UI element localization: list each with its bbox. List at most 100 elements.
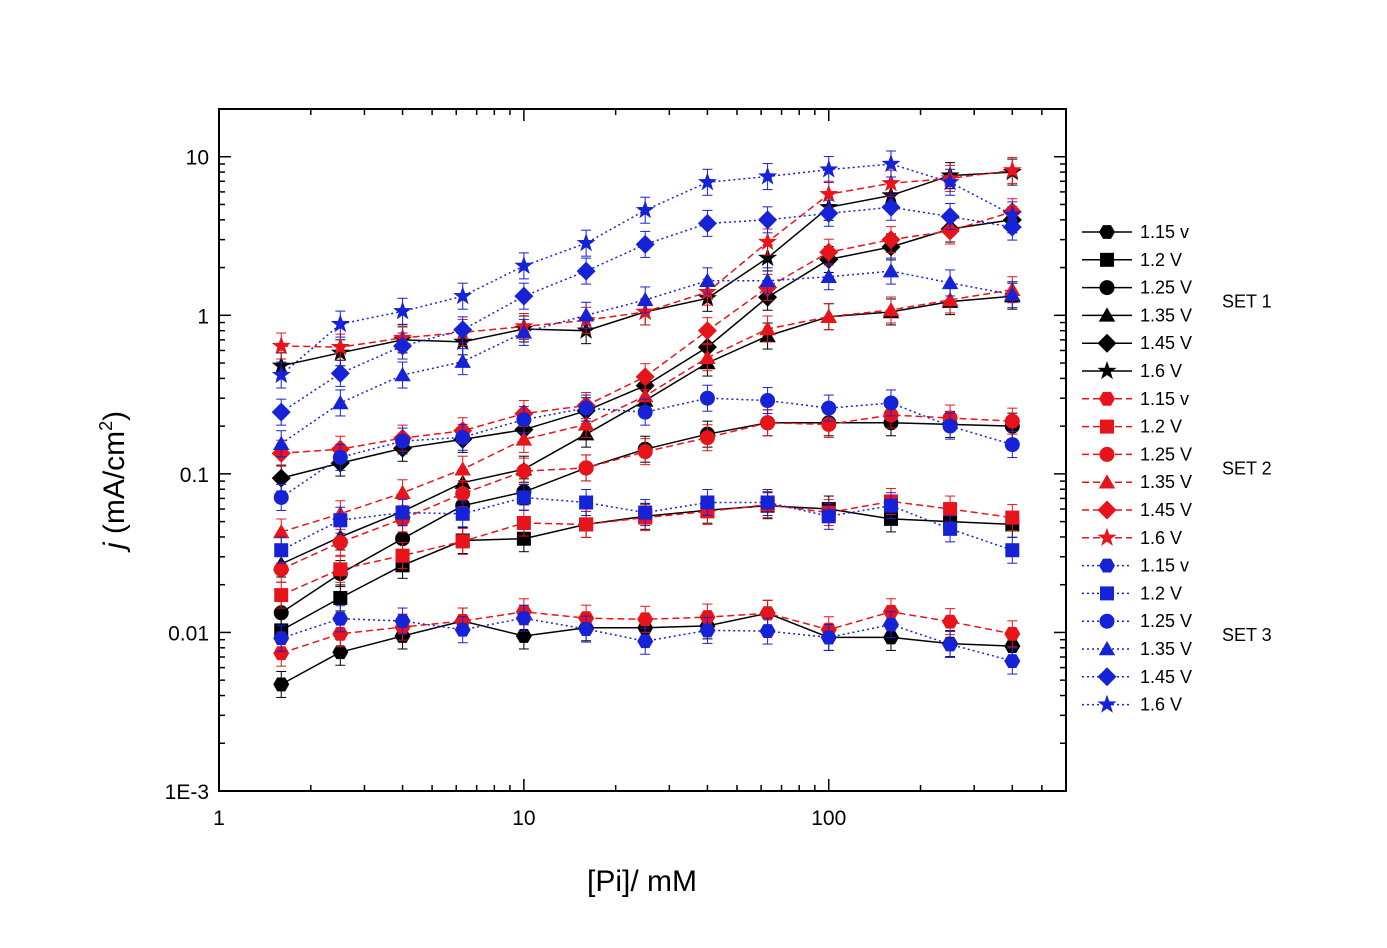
data-point <box>271 402 291 422</box>
y-tick-label: 1 <box>197 305 209 328</box>
data-point <box>516 463 532 479</box>
data-point <box>514 255 534 274</box>
data-point <box>273 646 290 661</box>
legend-label: 1.35 V <box>1140 472 1192 492</box>
legend-label: 1.25 V <box>1140 444 1192 464</box>
data-point <box>516 531 531 546</box>
data-point <box>577 416 595 431</box>
legend-marker <box>1098 641 1116 656</box>
data-point <box>333 513 348 528</box>
legend-marker <box>1100 252 1114 267</box>
y-tick-label: 1E-3 <box>165 781 209 804</box>
data-point <box>942 418 958 434</box>
data-point <box>759 272 776 288</box>
data-point <box>943 521 958 536</box>
data-point <box>1004 286 1021 301</box>
legend-label: 1.2 V <box>1140 583 1182 603</box>
x-axis-title: [Pi]/ mM <box>587 865 697 898</box>
data-point <box>576 261 596 281</box>
x-tick-label: 100 <box>811 807 846 830</box>
data-point <box>1004 654 1021 668</box>
data-point <box>700 495 715 510</box>
data-point <box>635 234 655 254</box>
data-point <box>395 433 411 449</box>
y-tick-label: 10 <box>186 147 209 170</box>
data-point <box>579 517 594 532</box>
data-point <box>515 431 533 446</box>
data-point <box>881 173 901 192</box>
data-point <box>514 286 534 306</box>
data-point <box>453 320 473 340</box>
data-point <box>819 203 839 223</box>
data-point <box>1004 413 1020 429</box>
data-point <box>454 622 471 637</box>
legend-marker <box>1099 558 1115 573</box>
legend-label: 1.35 V <box>1140 639 1192 659</box>
data-point <box>455 486 471 502</box>
data-point <box>940 206 960 226</box>
legend-label: 1.2 V <box>1140 250 1182 270</box>
data-point <box>881 197 901 217</box>
data-point <box>273 489 289 505</box>
data-point <box>273 631 290 646</box>
data-point <box>881 153 901 173</box>
data-layer <box>271 150 1022 698</box>
legend-marker <box>1099 613 1115 629</box>
data-point <box>273 523 290 539</box>
legend-label: 1.15 v <box>1140 222 1189 242</box>
legend-marker <box>1099 280 1115 296</box>
data-point <box>820 308 837 323</box>
data-point <box>819 184 839 203</box>
data-point <box>332 394 349 410</box>
x-tick-label: 10 <box>512 807 535 830</box>
data-point <box>394 367 411 382</box>
data-point <box>274 588 289 603</box>
data-point <box>758 166 778 185</box>
set-label: SET 1 <box>1222 292 1272 312</box>
legend-marker <box>1098 474 1116 489</box>
data-point <box>455 429 471 445</box>
y-tick-label: 0.01 <box>168 622 209 645</box>
legend-marker <box>1097 500 1117 520</box>
data-point <box>271 468 291 488</box>
data-point <box>821 509 836 524</box>
data-point <box>635 367 655 387</box>
data-point <box>332 611 349 626</box>
data-point <box>578 400 594 416</box>
data-point <box>1002 160 1022 179</box>
data-point <box>819 242 839 262</box>
legend-marker <box>1097 527 1117 546</box>
data-point <box>697 172 717 191</box>
data-point <box>330 363 350 383</box>
data-point <box>578 460 594 476</box>
data-point <box>636 387 654 403</box>
data-point <box>699 390 715 406</box>
legend-marker <box>1099 225 1115 239</box>
data-point <box>515 324 533 339</box>
plot-frame <box>218 108 1067 792</box>
data-point <box>940 221 960 241</box>
data-point <box>1004 437 1020 453</box>
y-axis-title-unit: (mA/cm <box>98 431 131 543</box>
legend-marker <box>1099 391 1115 406</box>
data-point <box>271 336 291 355</box>
data-point <box>273 561 289 577</box>
data-point <box>883 395 899 411</box>
data-point <box>516 490 531 505</box>
data-point <box>1004 626 1021 641</box>
legend-label: 1.15 v <box>1140 556 1189 576</box>
data-point <box>759 320 776 336</box>
data-point <box>940 172 960 191</box>
data-point <box>333 562 348 577</box>
data-point <box>637 404 653 420</box>
data-point <box>454 461 471 476</box>
data-point <box>760 415 776 431</box>
data-point <box>1005 510 1020 525</box>
data-point <box>882 263 900 278</box>
data-point <box>699 623 716 638</box>
data-point <box>515 611 532 626</box>
data-point <box>395 548 410 563</box>
legend-marker <box>1097 667 1117 687</box>
data-point <box>271 365 291 384</box>
